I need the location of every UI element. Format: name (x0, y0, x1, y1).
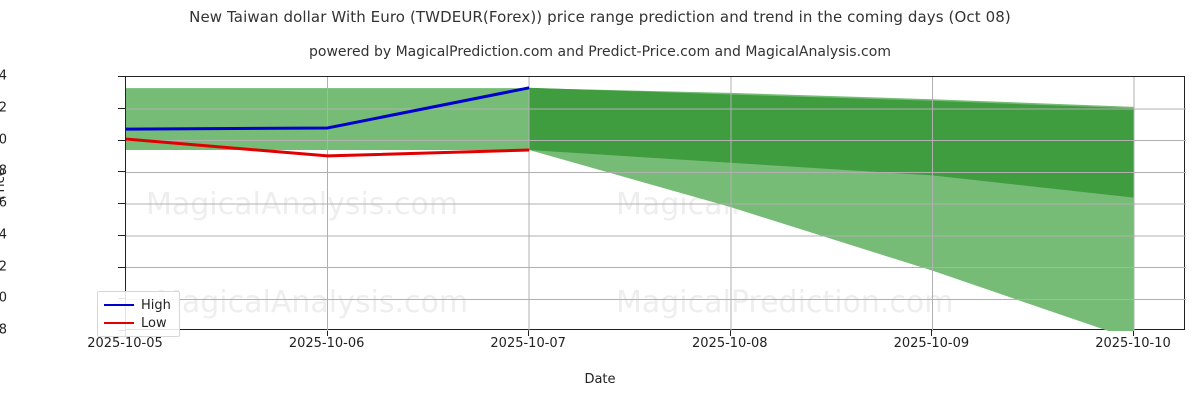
legend-swatch-high (104, 304, 134, 306)
forecast-band-inner-range-forecast (529, 87, 1134, 198)
legend-item-high[interactable]: High (104, 296, 171, 314)
chart-subtitle: powered by MagicalPrediction.com and Pre… (309, 44, 891, 60)
x-tick-label: 2025-10-09 (893, 336, 970, 351)
y-tick-mark (118, 203, 125, 204)
y-tick-mark (118, 234, 125, 236)
x-tick-mark (931, 330, 933, 336)
y-tick-mark (118, 266, 125, 268)
x-tick-label: 2025-10-07 (490, 336, 566, 351)
x-tick-mark (326, 330, 328, 336)
y-tick-mark (118, 171, 125, 173)
y-tick-label: 0.0270 (0, 290, 7, 306)
y-tick-mark (118, 76, 125, 77)
x-tick-label: 2025-10-06 (288, 336, 365, 351)
legend-label-high: High (141, 297, 171, 313)
plot-svg (126, 77, 1186, 331)
series-line-high (126, 86, 530, 131)
y-tick-label: 0.0278 (0, 163, 7, 179)
series-line-low (126, 137, 530, 158)
chart-legend[interactable]: High Low (97, 291, 180, 337)
y-tick-label: 0.0280 (0, 132, 7, 147)
x-axis-label: Date (584, 372, 616, 387)
y-tick-label: 0.0272 (0, 259, 7, 274)
x-tick-mark (528, 330, 530, 336)
legend-item-low[interactable]: Low (104, 314, 171, 332)
x-tick-mark (1133, 330, 1134, 336)
x-tick-label: 2025-10-05 (87, 336, 163, 351)
plot-area: MagicalAnalysis.comMagicalPrediction.com… (125, 76, 1186, 331)
x-tick-label: 2025-10-10 (1095, 336, 1171, 351)
y-tick-label: 0.0282 (0, 100, 7, 116)
y-tick-label: 0.0268 (0, 322, 7, 338)
chart-title: New Taiwan dollar With Euro (TWDEUR(Fore… (189, 8, 1011, 26)
y-tick-label: 0.0284 (0, 68, 7, 84)
x-tick-label: 2025-10-08 (692, 336, 768, 351)
y-tick-mark (118, 139, 125, 141)
legend-swatch-low (104, 322, 134, 324)
x-tick-mark (729, 330, 731, 336)
y-tick-mark (118, 107, 125, 109)
y-tick-label: 0.0274 (0, 227, 7, 243)
legend-label-low: Low (141, 315, 167, 331)
y-tick-label: 0.0276 (0, 195, 7, 211)
